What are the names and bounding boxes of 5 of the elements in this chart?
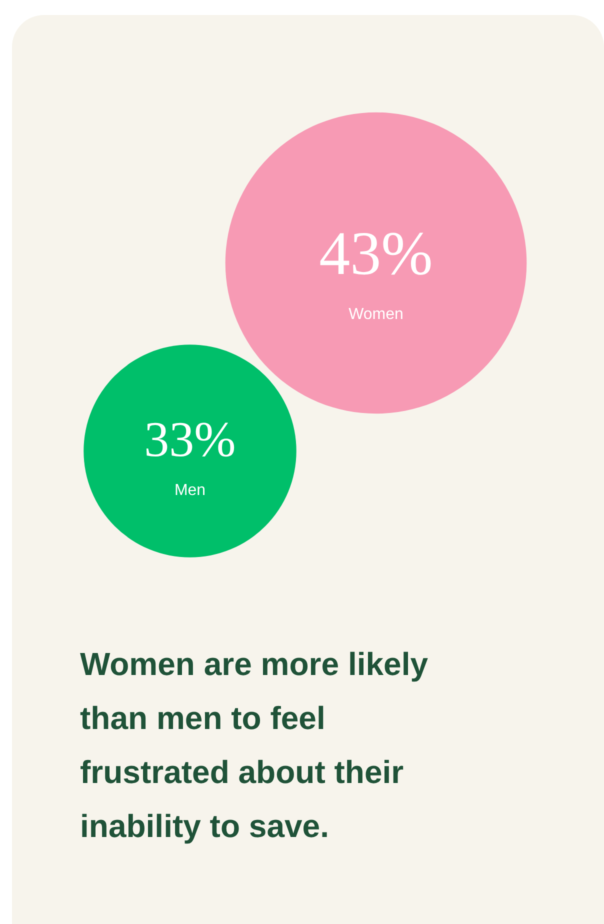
- text: Women are more likely than men to feel frustrated about their inability to save.: [80, 646, 428, 844]
- category-label: Women: [348, 306, 404, 323]
- data-label: 43%: [319, 220, 433, 288]
- category-label: Men: [174, 482, 206, 499]
- data-label: 33%: [144, 411, 236, 467]
